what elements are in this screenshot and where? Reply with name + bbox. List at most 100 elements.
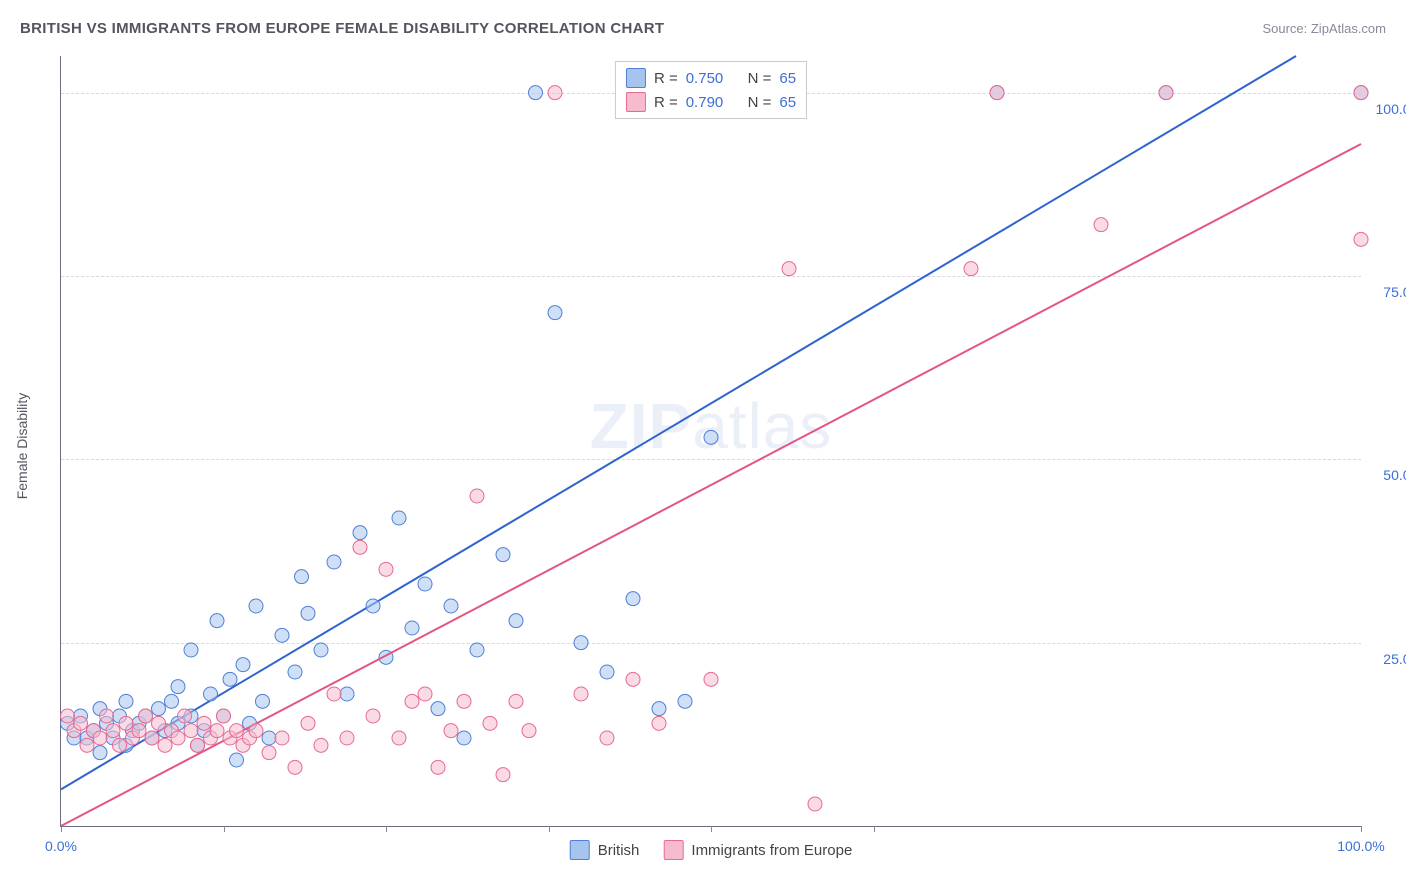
correlation-legend: R = 0.750 N = 65 R = 0.790 N = 65 [615, 61, 807, 119]
data-point [256, 694, 270, 708]
data-point [249, 724, 263, 738]
data-point [496, 548, 510, 562]
data-point [418, 687, 432, 701]
data-point [366, 709, 380, 723]
data-point [152, 716, 166, 730]
data-point [223, 672, 237, 686]
y-tick-label: 25.0% [1367, 651, 1406, 667]
data-point [152, 702, 166, 716]
swatch-immigrants [626, 92, 646, 112]
data-point [1159, 86, 1173, 100]
data-point [529, 86, 543, 100]
x-tick [711, 826, 712, 832]
data-point [574, 636, 588, 650]
data-point [600, 731, 614, 745]
legend-label: Immigrants from Europe [691, 842, 852, 859]
data-point [301, 716, 315, 730]
swatch-british-icon [570, 840, 590, 860]
data-point [93, 746, 107, 760]
data-point [314, 643, 328, 657]
data-point [431, 760, 445, 774]
data-point [509, 694, 523, 708]
data-point [210, 614, 224, 628]
data-point [470, 489, 484, 503]
data-point [61, 709, 75, 723]
legend-item-immigrants: Immigrants from Europe [663, 840, 852, 860]
y-tick-label: 50.0% [1367, 467, 1406, 483]
data-point [327, 555, 341, 569]
data-point [652, 702, 666, 716]
data-point [1094, 218, 1108, 232]
data-point [600, 665, 614, 679]
data-point [652, 716, 666, 730]
data-point [366, 599, 380, 613]
data-point [704, 672, 718, 686]
data-point [119, 694, 133, 708]
data-point [704, 430, 718, 444]
data-point [171, 731, 185, 745]
data-point [93, 731, 107, 745]
data-point [418, 577, 432, 591]
x-tick [1361, 826, 1362, 832]
x-tick [386, 826, 387, 832]
chart-title: BRITISH VS IMMIGRANTS FROM EUROPE FEMALE… [20, 20, 664, 37]
x-tick [61, 826, 62, 832]
data-point [275, 628, 289, 642]
data-point [74, 716, 88, 730]
y-tick-label: 100.0% [1367, 101, 1406, 117]
x-tick-label: 0.0% [45, 838, 77, 854]
data-point [574, 687, 588, 701]
data-point [184, 724, 198, 738]
legend-row-immigrants: R = 0.790 N = 65 [626, 90, 796, 114]
plot-area: ZIPatlas 25.0%50.0%75.0%100.0% 0.0%100.0… [60, 56, 1361, 827]
data-point [483, 716, 497, 730]
data-point [1354, 232, 1368, 246]
data-point [431, 702, 445, 716]
data-point [548, 306, 562, 320]
data-point [249, 599, 263, 613]
data-point [1354, 86, 1368, 100]
data-point [204, 687, 218, 701]
data-point [340, 687, 354, 701]
swatch-british [626, 68, 646, 88]
data-point [340, 731, 354, 745]
x-tick [874, 826, 875, 832]
data-point [230, 753, 244, 767]
data-point [119, 716, 133, 730]
regression-line [61, 56, 1296, 789]
data-point [236, 658, 250, 672]
legend-item-british: British [570, 840, 640, 860]
data-point [288, 665, 302, 679]
data-point [230, 724, 244, 738]
data-point [392, 511, 406, 525]
data-point [457, 731, 471, 745]
data-point [106, 724, 120, 738]
data-point [392, 731, 406, 745]
data-point [444, 724, 458, 738]
data-point [353, 540, 367, 554]
data-point [80, 738, 94, 752]
legend-row-british: R = 0.750 N = 65 [626, 66, 796, 90]
data-point [626, 592, 640, 606]
data-point [288, 760, 302, 774]
data-point [171, 680, 185, 694]
data-point [100, 709, 114, 723]
x-tick-label: 100.0% [1337, 838, 1384, 854]
data-point [314, 738, 328, 752]
data-point [139, 709, 153, 723]
data-point [327, 687, 341, 701]
y-axis-label: Female Disability [14, 393, 30, 500]
data-point [522, 724, 536, 738]
data-point [405, 694, 419, 708]
x-tick [224, 826, 225, 832]
data-point [444, 599, 458, 613]
data-point [178, 709, 192, 723]
data-point [158, 738, 172, 752]
x-tick [549, 826, 550, 832]
data-point [132, 724, 146, 738]
legend-label: British [598, 842, 640, 859]
source-attribution: Source: ZipAtlas.com [1262, 21, 1386, 36]
data-point [295, 570, 309, 584]
series-legend: British Immigrants from Europe [570, 840, 853, 860]
data-point [113, 738, 127, 752]
